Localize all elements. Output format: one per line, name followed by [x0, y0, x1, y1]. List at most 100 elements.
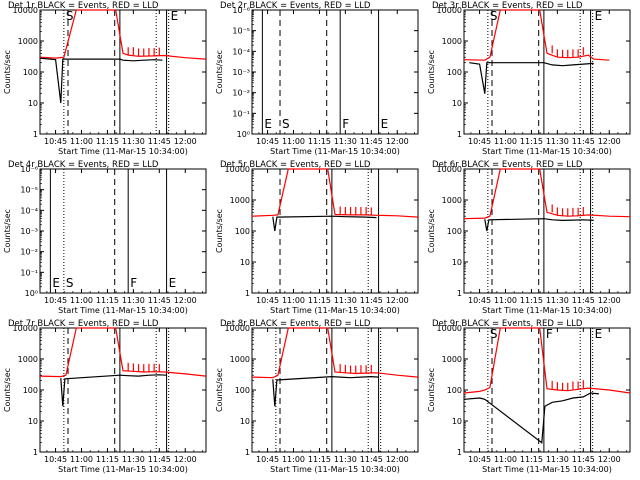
- panel-5-ytick-label: 10: [240, 258, 250, 267]
- panel-1-ytick-label: 10: [28, 99, 38, 108]
- panel-6-ytick-label: 1000: [442, 196, 462, 205]
- panel-2-xtick-label: 12:00: [386, 137, 409, 146]
- panel-7-title: Det 7r BLACK = Events, RED = LLD: [8, 319, 159, 329]
- panel-1-series-black: [39, 57, 163, 104]
- panel-9-series-black: [463, 392, 599, 444]
- panel-5-ytick-label: 10000: [225, 165, 250, 174]
- panel-3-ytick-label: 100: [447, 68, 462, 77]
- panel-6-xtick-label: 11:15: [520, 296, 543, 305]
- panel-4-marker-label: F: [130, 276, 137, 290]
- panel-7-xtick-label: 10:45: [44, 455, 67, 464]
- panel-2-xtick-label: 11:45: [360, 137, 383, 146]
- panel-7-xtick-label: 11:15: [96, 455, 119, 464]
- panel-7-ytick-label: 100: [23, 386, 38, 395]
- panel-2-ytick-label: 10⁻²: [232, 89, 250, 98]
- panel-4-xtick-label: 11:45: [148, 296, 171, 305]
- panel-2-ytick-label: 10⁻³: [232, 68, 250, 77]
- panel-3-ytick-label: 1000: [442, 37, 462, 46]
- panel-4-ytick-label: 10⁻¹: [20, 268, 38, 277]
- panel-1-xlabel: Start Time (11-Mar-15 10:34:00): [58, 147, 188, 156]
- panel-6-series-black: [484, 218, 594, 232]
- panel-3-frame: [463, 9, 631, 135]
- panel-3-xtick-label: 10:45: [468, 137, 491, 146]
- panel-3-xlabel: Start Time (11-Mar-15 10:34:00): [482, 147, 612, 156]
- panel-9-ylabel: Counts/sec: [427, 368, 436, 412]
- panel-5-series-red: [251, 168, 419, 218]
- panel-2-marker-label: S: [282, 117, 290, 131]
- panel-1-xtick-label: 11:45: [148, 137, 171, 146]
- panel-3-marker-label: S: [490, 9, 498, 23]
- panel-9-xtick-label: 11:30: [546, 455, 569, 464]
- panel-4-xtick-label: 11:00: [70, 296, 93, 305]
- panel-6-ytick-label: 10000: [437, 165, 462, 174]
- panel-5-ytick-label: 1: [245, 289, 250, 298]
- panel-4-marker-label: E: [169, 276, 177, 290]
- panel-8-ytick-label: 10: [240, 417, 250, 426]
- panel-4-xtick-label: 11:30: [122, 296, 145, 305]
- panel-9-xtick-label: 11:15: [520, 455, 543, 464]
- panel-7-xtick-label: 11:30: [122, 455, 145, 464]
- panel-6-xlabel: Start Time (11-Mar-15 10:34:00): [482, 306, 612, 315]
- panel-2-xtick-label: 11:30: [334, 137, 357, 146]
- panel-4-marker-label: S: [66, 276, 74, 290]
- panel-3-marker-label: E: [595, 9, 603, 23]
- panel-2-ytick-label: 10⁻⁶: [232, 6, 250, 15]
- panel-5-xtick-label: 11:45: [360, 296, 383, 305]
- panel-4-ytick-label: 10⁻⁵: [20, 186, 38, 195]
- panel-6-xtick-label: 11:30: [546, 296, 569, 305]
- panel-1-ytick-label: 1000: [18, 37, 38, 46]
- panel-9-xtick-label: 10:45: [468, 455, 491, 464]
- panel-9-ytick-label: 10: [452, 417, 462, 426]
- panel-5-title: Det 5r BLACK = Events, RED = LLD: [220, 160, 371, 170]
- panel-5-xtick-label: 11:15: [308, 296, 331, 305]
- panel-9-ytick-label: 1: [457, 448, 462, 457]
- panel-3-ytick-label: 1: [457, 130, 462, 139]
- panel-4-ytick-label: 10⁻³: [20, 227, 38, 236]
- panel-9-xlabel: Start Time (11-Mar-15 10:34:00): [482, 465, 612, 474]
- panel-5-ytick-label: 100: [235, 227, 250, 236]
- panel-3-xtick-label: 11:45: [572, 137, 595, 146]
- panel-8-ytick-label: 1000: [230, 355, 250, 364]
- panel-4-frame: [39, 168, 207, 294]
- panel-8-series-red: [251, 327, 419, 379]
- panel-4-xlabel: Start Time (11-Mar-15 10:34:00): [58, 306, 188, 315]
- panel-2-marker-label: F: [342, 117, 349, 131]
- panel-2-xtick-label: 10:45: [256, 137, 279, 146]
- panel-3-xtick-label: 11:15: [520, 137, 543, 146]
- panel-4-title: Det 4r BLACK = Events, RED = LLD: [8, 160, 159, 170]
- panel-5-ylabel: Counts/sec: [215, 209, 224, 253]
- panel-2-ytick-label: 10⁰: [237, 130, 250, 139]
- panel-4-xtick-label: 12:00: [174, 296, 197, 305]
- panel-8-series-black: [272, 375, 379, 407]
- panel-1-xtick-label: 11:30: [122, 137, 145, 146]
- panel-5-ytick-label: 1000: [230, 196, 250, 205]
- panel-5-frame: [251, 168, 419, 294]
- panel-8-xtick-label: 11:00: [282, 455, 305, 464]
- panel-9-ytick-label: 10000: [437, 324, 462, 333]
- panel-9-marker-label: E: [595, 327, 603, 341]
- panel-3-xtick-label: 11:30: [546, 137, 569, 146]
- panel-3-series-black: [469, 62, 594, 94]
- panel-7-series-red: [39, 327, 207, 378]
- panel-4-xtick-label: 10:45: [44, 296, 67, 305]
- panel-1-frame: [39, 9, 207, 135]
- panel-9-title: Det 9r BLACK = Events, RED = LLD: [432, 319, 583, 329]
- panel-1-xtick-label: 11:15: [96, 137, 119, 146]
- panel-4-ylabel: Counts/sec: [3, 209, 12, 253]
- panel-5-xlabel: Start Time (11-Mar-15 10:34:00): [270, 306, 400, 315]
- panel-6-xtick-label: 12:00: [598, 296, 621, 305]
- panel-6-title: Det 6r BLACK = Events, RED = LLD: [432, 160, 583, 170]
- panel-2-title: Det 2r BLACK = Events, RED = LLD: [220, 1, 371, 11]
- panel-1-marker-label: S: [66, 9, 74, 23]
- panel-8-xtick-label: 10:45: [256, 455, 279, 464]
- panel-1-ylabel: Counts/sec: [3, 50, 12, 94]
- panel-2-marker-label: E: [381, 117, 389, 131]
- panel-6-xtick-label: 10:45: [468, 296, 491, 305]
- panel-2-marker-label: E: [264, 117, 272, 131]
- panel-7-ytick-label: 1000: [18, 355, 38, 364]
- panel-4-ytick-label: 10⁻⁶: [20, 165, 38, 174]
- panel-8-title: Det 8r BLACK = Events, RED = LLD: [220, 319, 371, 329]
- panel-6-ytick-label: 100: [447, 227, 462, 236]
- panel-8-ylabel: Counts/sec: [215, 368, 224, 412]
- panel-1-xtick-label: 10:45: [44, 137, 67, 146]
